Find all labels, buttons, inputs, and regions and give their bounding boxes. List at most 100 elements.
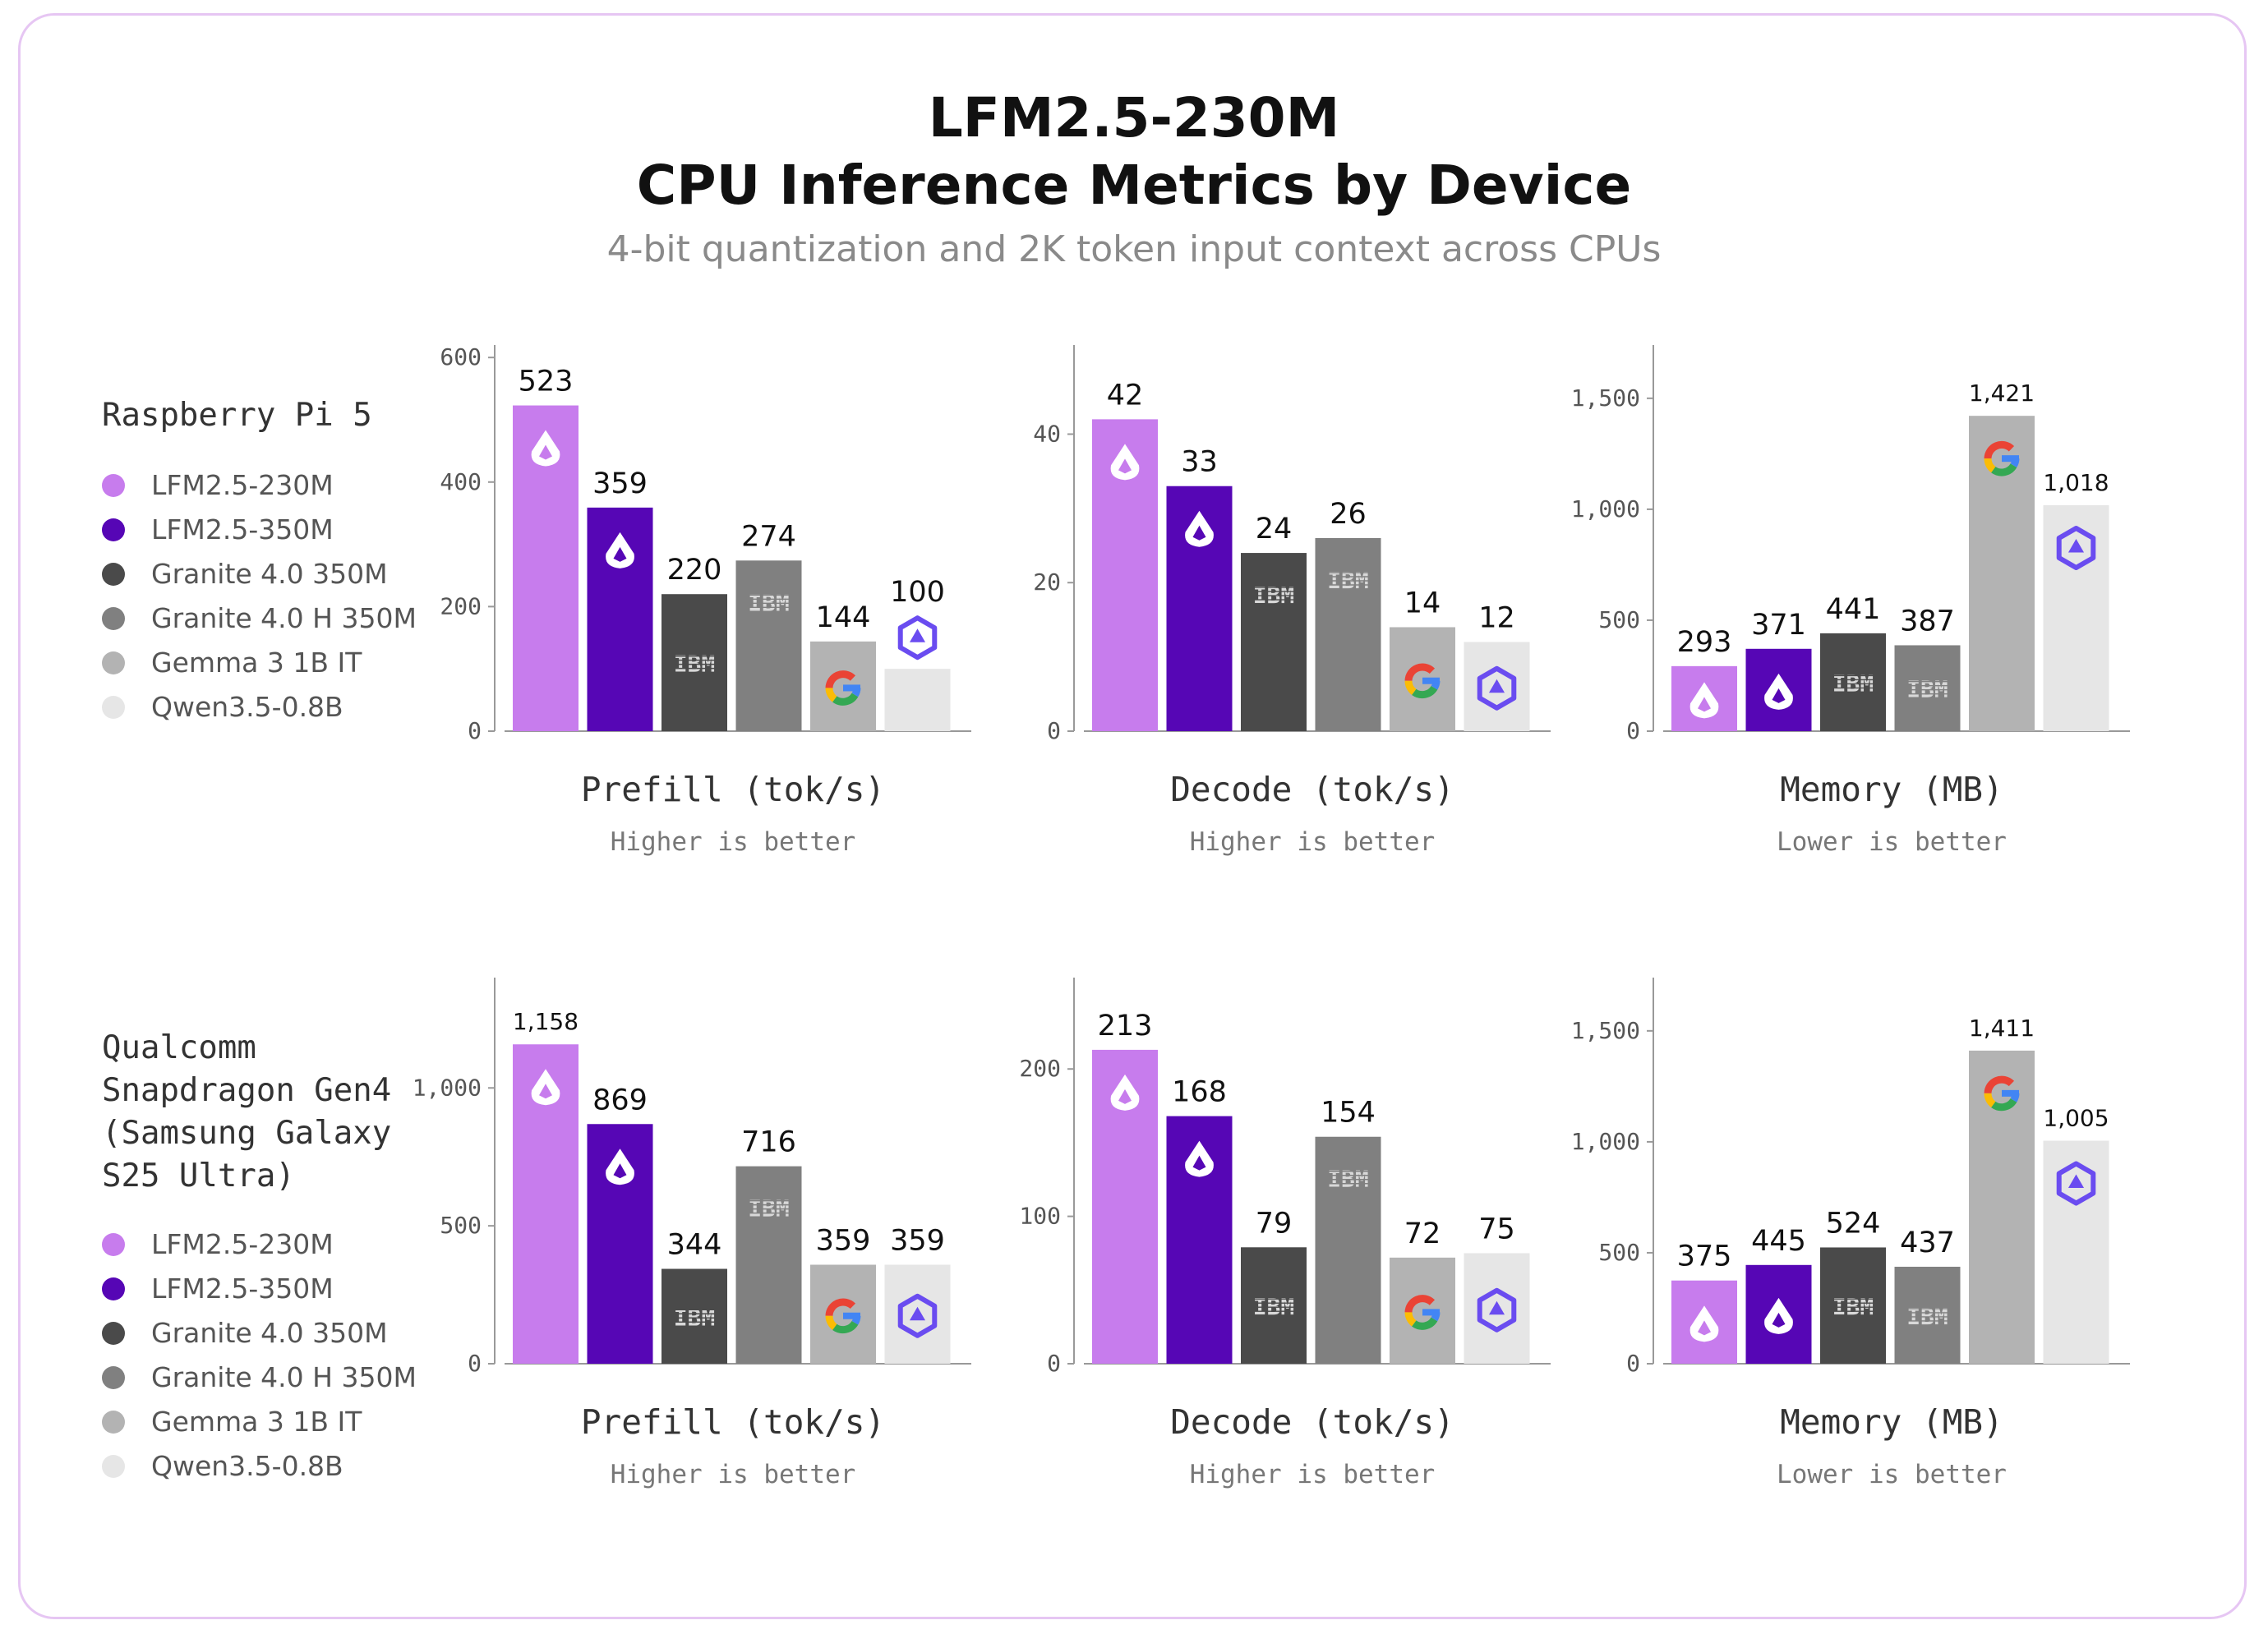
qwen-logo-icon <box>1477 1287 1517 1333</box>
legend-swatch <box>102 518 125 541</box>
data-label: 869 <box>592 1084 648 1116</box>
liquid-logo-icon <box>606 1148 634 1185</box>
data-label: 359 <box>592 467 648 500</box>
page-subtitle: 4-bit quantization and 2K token input co… <box>606 228 1662 270</box>
data-label: 344 <box>667 1229 722 1262</box>
bar <box>735 1166 802 1364</box>
chart-subtitle: Higher is better <box>611 827 856 857</box>
data-label: 26 <box>1330 498 1367 531</box>
legend-swatch <box>102 1455 125 1478</box>
ibm-logo-icon: IBM <box>1901 1303 1954 1330</box>
ibm-logo-icon: IBM <box>1827 670 1879 697</box>
ibm-logo-icon: IBM <box>1247 1293 1300 1320</box>
data-label: 1,411 <box>1969 1015 2035 1042</box>
data-label: 437 <box>1900 1227 1955 1259</box>
data-label: 220 <box>667 554 722 587</box>
chart-title: Memory (MB) <box>1780 770 2003 809</box>
chart-snapdragon-prefill: 0 500 1,000 1,158 869 IBM 344 IBM 716 359 359 Prefi… <box>413 978 971 1489</box>
google-logo-icon <box>825 1298 861 1334</box>
chart-subtitle: Lower is better <box>1777 827 2007 857</box>
y-tick-label: 1,500 <box>1571 1017 1640 1044</box>
bar <box>735 560 802 731</box>
legend-label: Gemma 3 1B IT <box>151 1406 362 1438</box>
qwen-logo-icon <box>2056 1161 2096 1206</box>
device-title-raspberry-pi: Raspberry Pi 5 <box>102 397 372 434</box>
bar <box>1894 645 1961 731</box>
data-label: 445 <box>1751 1225 1806 1258</box>
ibm-logo-icon: IBM <box>1321 567 1375 594</box>
liquid-logo-icon <box>1185 510 1214 547</box>
y-tick-label: 0 <box>1047 1350 1061 1377</box>
y-tick-label: 500 <box>1598 606 1640 633</box>
page-title-line2: CPU Inference Metrics by Device <box>636 154 1632 217</box>
bar <box>1241 553 1307 731</box>
y-tick-label: 1,000 <box>413 1074 482 1101</box>
y-tick-label: 1,000 <box>1571 495 1640 522</box>
data-label: 359 <box>816 1224 871 1257</box>
bar <box>884 669 951 731</box>
legend-swatch <box>102 607 125 630</box>
data-label: 1,421 <box>1969 380 2035 407</box>
ibm-logo-icon: IBM <box>668 651 721 678</box>
y-tick-label: 200 <box>440 592 482 619</box>
ibm-logo-icon: IBM <box>668 1304 721 1331</box>
chart-subtitle: Higher is better <box>611 1460 856 1489</box>
legend-label: Granite 4.0 H 350M <box>151 1361 417 1393</box>
legend-swatch <box>102 1277 125 1300</box>
legend-swatch <box>102 1366 125 1389</box>
legend-label: LFM2.5-230M <box>151 1228 334 1260</box>
legend-label: Granite 4.0 350M <box>151 1317 388 1349</box>
data-label: 523 <box>519 366 574 398</box>
data-label: 42 <box>1107 379 1144 412</box>
data-label: 168 <box>1172 1076 1227 1109</box>
liquid-logo-icon <box>1764 1297 1793 1334</box>
qwen-logo-icon <box>1477 665 1517 711</box>
y-tick-label: 1,000 <box>1571 1128 1640 1155</box>
data-label: 213 <box>1098 1010 1153 1043</box>
chart-snapdragon-decode: 0 100 200 213 168 IBM 79 IBM 154 72 75 Decode (tok/… <box>1019 978 1551 1489</box>
liquid-logo-icon <box>1185 1140 1214 1177</box>
data-label: 33 <box>1181 446 1218 479</box>
y-tick-label: 0 <box>1626 1350 1640 1377</box>
google-logo-icon <box>1404 1295 1441 1330</box>
ibm-logo-icon: IBM <box>742 1195 795 1222</box>
legend-label: LFM2.5-350M <box>151 1273 334 1305</box>
data-label: 1,158 <box>513 1008 579 1035</box>
legend-swatch <box>102 696 125 719</box>
data-label: 387 <box>1900 605 1955 637</box>
google-logo-icon <box>825 670 861 706</box>
bar <box>662 1268 727 1364</box>
liquid-logo-icon <box>531 1069 560 1106</box>
bar <box>1820 633 1886 731</box>
bar <box>1315 538 1381 731</box>
chart-title: Decode (tok/s) <box>1170 770 1454 809</box>
liquid-logo-icon <box>1110 444 1140 481</box>
page-title-line1: LFM2.5-230M <box>928 86 1340 150</box>
chart-snapdragon-memory: 0 500 1,000 1,500 375 445 IBM 524 IBM 437 1,411 1,0… <box>1571 978 2130 1489</box>
y-tick-label: 20 <box>1033 568 1061 596</box>
y-tick-label: 0 <box>468 717 482 744</box>
liquid-logo-icon <box>1764 673 1793 710</box>
qwen-logo-icon <box>897 1293 938 1338</box>
data-label: 371 <box>1751 609 1806 642</box>
data-label: 100 <box>890 576 945 609</box>
legend-label: Qwen3.5-0.8B <box>151 691 343 723</box>
device-title-snapdragon: Qualcomm Snapdragon Gen4 (Samsung Galaxy… <box>102 1029 392 1194</box>
data-label: 359 <box>890 1224 945 1257</box>
data-label: 75 <box>1478 1213 1515 1245</box>
liquid-logo-icon <box>1689 682 1719 719</box>
google-logo-icon <box>1984 1075 2020 1112</box>
y-tick-label: 40 <box>1033 420 1061 447</box>
bar <box>1969 1050 2035 1364</box>
legend-label: LFM2.5-350M <box>151 513 334 545</box>
y-tick-label: 400 <box>440 468 482 495</box>
y-tick-label: 200 <box>1019 1055 1061 1082</box>
bar <box>1820 1247 1886 1364</box>
legend-swatch <box>102 474 125 497</box>
legend-swatch <box>102 563 125 586</box>
bar <box>2043 1140 2109 1364</box>
chart-subtitle: Lower is better <box>1777 1460 2007 1489</box>
chart-title: Memory (MB) <box>1780 1402 2003 1442</box>
data-label: 293 <box>1677 626 1732 659</box>
y-tick-label: 1,500 <box>1571 384 1640 412</box>
